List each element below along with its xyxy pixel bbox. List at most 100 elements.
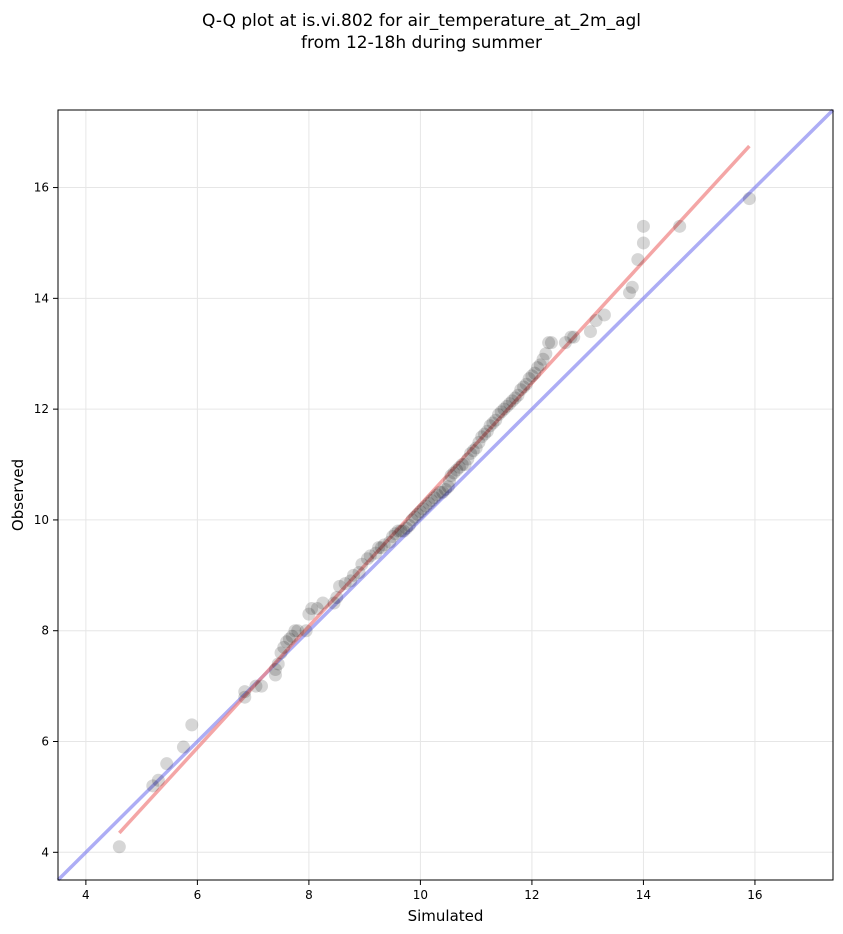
data-point <box>238 690 252 704</box>
data-point <box>533 358 547 372</box>
x-axis-label: Simulated <box>408 907 484 925</box>
data-point <box>564 330 578 344</box>
data-point <box>277 640 291 654</box>
data-point <box>112 840 126 854</box>
data-point <box>742 192 756 206</box>
data-point <box>391 524 405 538</box>
data-point <box>522 372 536 386</box>
data-point <box>372 541 386 555</box>
data-point <box>500 399 514 413</box>
data-point <box>442 474 456 488</box>
data-point <box>422 496 436 510</box>
data-point <box>530 361 544 375</box>
data-point <box>505 394 519 408</box>
data-point <box>338 577 352 591</box>
data-point <box>386 530 400 544</box>
data-point <box>249 679 263 693</box>
data-point <box>491 408 505 422</box>
data-points <box>112 192 756 854</box>
data-point <box>480 424 494 438</box>
data-point <box>305 602 319 616</box>
data-point <box>369 546 383 560</box>
data-point <box>483 419 497 433</box>
data-point <box>160 757 174 771</box>
grid <box>58 110 833 880</box>
data-point <box>441 480 455 494</box>
y-tick-label: 4 <box>41 845 49 859</box>
data-point <box>542 336 556 350</box>
data-point <box>514 383 528 397</box>
data-point <box>425 494 439 508</box>
data-point <box>508 391 522 405</box>
data-point <box>447 466 461 480</box>
data-point <box>333 579 347 593</box>
data-point <box>146 779 160 793</box>
data-point <box>383 535 397 549</box>
data-point <box>176 740 190 754</box>
data-point <box>469 441 483 455</box>
y-tick-label: 14 <box>34 291 49 305</box>
data-point <box>402 518 416 532</box>
data-point <box>439 482 452 496</box>
chart-title: Q-Q plot at is.vi.802 for air_temperatur… <box>0 10 843 54</box>
data-point <box>413 505 427 519</box>
x-tick-label: 10 <box>413 888 428 902</box>
y-tick-label: 16 <box>34 181 49 195</box>
data-point <box>299 624 313 638</box>
y-tick-label: 6 <box>41 735 49 749</box>
x-tick-label: 8 <box>305 888 313 902</box>
data-point <box>268 668 282 682</box>
data-point <box>291 624 305 638</box>
data-point <box>466 444 480 458</box>
data-point <box>475 430 489 444</box>
data-point <box>597 308 611 322</box>
data-point <box>517 380 531 394</box>
data-point <box>238 685 252 699</box>
data-point <box>327 596 341 610</box>
data-point <box>271 657 285 671</box>
data-point <box>274 646 288 660</box>
x-tick-label: 6 <box>194 888 202 902</box>
data-point <box>268 662 282 676</box>
data-point <box>185 718 199 732</box>
data-point <box>411 507 425 521</box>
y-axis-label: Observed <box>9 459 27 531</box>
data-point <box>344 574 358 588</box>
data-point <box>528 366 542 380</box>
data-point <box>360 552 374 566</box>
data-point <box>455 458 469 472</box>
data-point <box>539 347 553 361</box>
data-point <box>464 446 478 460</box>
y-tick-label: 8 <box>41 624 49 638</box>
y-tick-label: 12 <box>34 402 49 416</box>
data-point <box>472 435 486 449</box>
data-point <box>427 491 441 505</box>
data-point <box>310 602 324 616</box>
data-point <box>377 538 391 552</box>
data-point <box>631 253 645 267</box>
data-point <box>408 510 422 524</box>
x-tick-label: 16 <box>747 888 762 902</box>
data-point <box>558 336 572 350</box>
data-point <box>433 485 447 499</box>
data-point <box>436 485 450 499</box>
data-point <box>478 427 492 441</box>
data-point <box>567 330 581 344</box>
data-point <box>397 524 411 538</box>
data-point <box>363 549 377 563</box>
data-point <box>416 502 430 516</box>
data-point <box>486 416 500 430</box>
y-axis-ticks: 4 6 8 10 12 14 16 <box>34 181 58 859</box>
data-point <box>452 460 466 474</box>
data-point <box>519 377 533 391</box>
data-point <box>388 527 402 541</box>
data-point <box>355 557 369 571</box>
x-tick-label: 4 <box>82 888 90 902</box>
data-point <box>419 499 433 513</box>
plot-frame <box>57 109 834 881</box>
data-point <box>636 236 650 250</box>
data-point <box>489 413 503 427</box>
data-point <box>503 397 517 411</box>
data-point <box>525 369 539 383</box>
data-point <box>430 488 444 502</box>
